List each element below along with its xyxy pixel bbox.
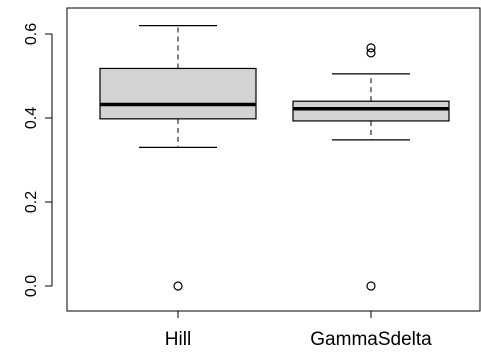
boxes [99, 25, 450, 291]
y-tick-label: 0.2 [23, 191, 40, 213]
outlier-point [366, 48, 376, 58]
plot-frame [66, 7, 481, 312]
x-category-label: Hill [165, 329, 191, 350]
outlier-point [366, 281, 376, 291]
y-tick-label: 0.6 [23, 23, 40, 45]
y-tick-label: 0.4 [23, 107, 40, 129]
x-axis: Hill GammaSdelta [165, 310, 432, 350]
y-tick-label: 0.0 [23, 275, 40, 297]
iqr-box [292, 100, 450, 122]
x-category-label: GammaSdelta [310, 329, 432, 350]
iqr-box [99, 67, 257, 120]
box-hill [99, 25, 257, 291]
y-axis: 0.0 0.2 0.4 0.6 [23, 23, 53, 297]
box-gammasdelta [292, 43, 450, 291]
outlier-point [173, 281, 183, 291]
outlier-point [366, 43, 376, 53]
